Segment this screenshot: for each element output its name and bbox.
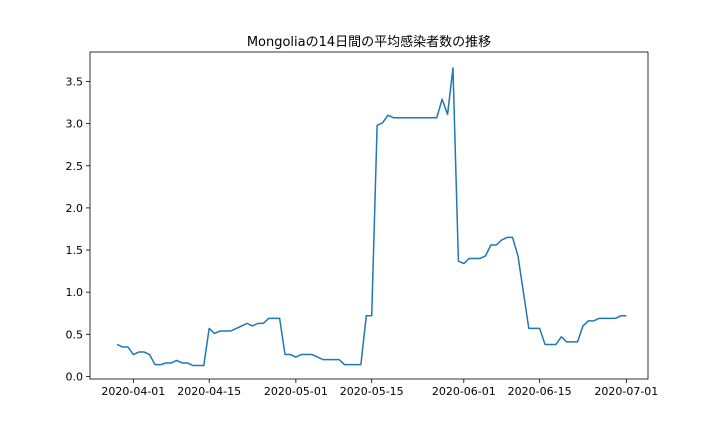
series-line	[116, 67, 627, 367]
y-tick-label: 2.5	[66, 160, 84, 173]
x-tick-label: 2020-06-01	[432, 385, 496, 398]
y-tick-label: 1.5	[66, 244, 84, 257]
y-tick-label: 0.0	[66, 370, 84, 383]
y-tick-label: 0.5	[66, 328, 84, 341]
y-axis-ticks: 0.0 0.5 1.0 1.5 2.0 2.5 3.0 3.5	[66, 75, 90, 383]
x-axis-ticks: 2020-04-01 2020-04-15 2020-05-01 2020-05-15…	[101, 379, 658, 398]
x-tick-label: 2020-06-15	[508, 385, 572, 398]
y-tick-label: 1.0	[66, 286, 84, 299]
x-tick-label: 2020-07-01	[594, 385, 658, 398]
chart-title: Mongoliaの14日間の平均感染者数の推移	[247, 34, 491, 50]
x-tick-label: 2020-05-15	[340, 385, 404, 398]
x-tick-label: 2020-05-01	[264, 385, 328, 398]
x-tick-label: 2020-04-01	[101, 385, 165, 398]
y-tick-label: 2.0	[66, 202, 84, 215]
x-tick-label: 2020-04-15	[177, 385, 241, 398]
plot-frame	[89, 51, 649, 380]
y-tick-label: 3.5	[66, 75, 84, 88]
y-tick-label: 3.0	[66, 118, 84, 131]
